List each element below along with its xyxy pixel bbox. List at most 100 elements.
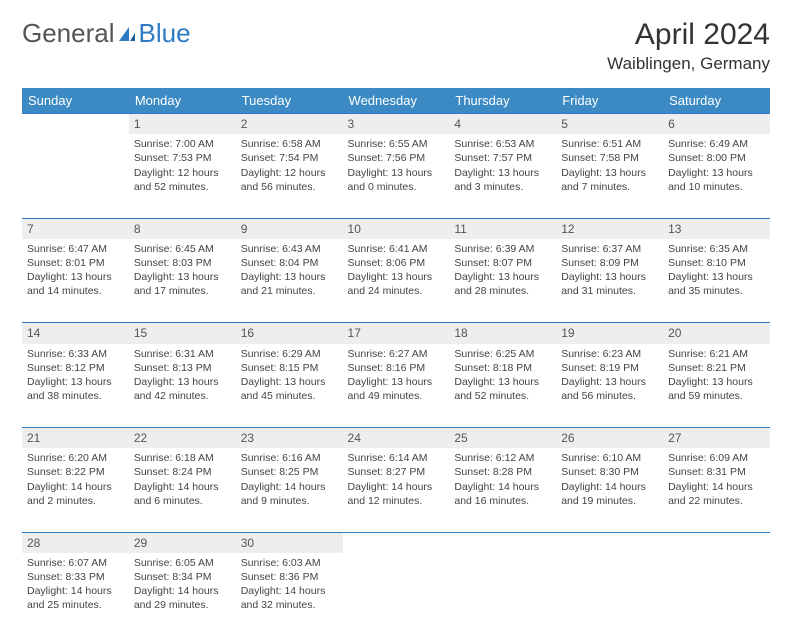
daylight-line: Daylight: 13 hours and 59 minutes. xyxy=(668,375,765,403)
logo-text-left: General xyxy=(22,18,115,49)
day-cell: Sunrise: 6:37 AMSunset: 8:09 PMDaylight:… xyxy=(556,239,663,323)
sunset-line: Sunset: 8:22 PM xyxy=(27,465,124,479)
daylight-line: Daylight: 13 hours and 0 minutes. xyxy=(348,166,445,194)
sunrise-line: Sunrise: 6:27 AM xyxy=(348,347,445,361)
day-number-cell: 10 xyxy=(343,218,450,239)
day-cell: Sunrise: 6:51 AMSunset: 7:58 PMDaylight:… xyxy=(556,134,663,218)
day-number-cell: 3 xyxy=(343,114,450,135)
daylight-line: Daylight: 13 hours and 31 minutes. xyxy=(561,270,658,298)
calendar-table: SundayMondayTuesdayWednesdayThursdayFrid… xyxy=(22,88,770,637)
day-number-cell: 28 xyxy=(22,532,129,553)
sunrise-line: Sunrise: 6:07 AM xyxy=(27,556,124,570)
day-number-cell: 9 xyxy=(236,218,343,239)
sunrise-line: Sunrise: 6:47 AM xyxy=(27,242,124,256)
day-number-cell: 2 xyxy=(236,114,343,135)
logo-text-right: Blue xyxy=(139,18,191,48)
day-number-cell: 13 xyxy=(663,218,770,239)
sunset-line: Sunset: 8:04 PM xyxy=(241,256,338,270)
daylight-line: Daylight: 13 hours and 21 minutes. xyxy=(241,270,338,298)
daylight-line: Daylight: 13 hours and 38 minutes. xyxy=(27,375,124,403)
sunset-line: Sunset: 8:09 PM xyxy=(561,256,658,270)
sunrise-line: Sunrise: 6:09 AM xyxy=(668,451,765,465)
sunrise-line: Sunrise: 6:21 AM xyxy=(668,347,765,361)
sunset-line: Sunset: 8:10 PM xyxy=(668,256,765,270)
daylight-line: Daylight: 13 hours and 10 minutes. xyxy=(668,166,765,194)
daylight-line: Daylight: 14 hours and 25 minutes. xyxy=(27,584,124,612)
weekday-header: Sunday xyxy=(22,88,129,114)
daylight-line: Daylight: 14 hours and 16 minutes. xyxy=(454,480,551,508)
day-number-cell: 7 xyxy=(22,218,129,239)
daylight-line: Daylight: 13 hours and 24 minutes. xyxy=(348,270,445,298)
daylight-line: Daylight: 14 hours and 22 minutes. xyxy=(668,480,765,508)
day-number-cell: 18 xyxy=(449,323,556,344)
sail-icon xyxy=(119,27,135,41)
daylight-line: Daylight: 12 hours and 56 minutes. xyxy=(241,166,338,194)
sunset-line: Sunset: 7:54 PM xyxy=(241,151,338,165)
daylight-line: Daylight: 13 hours and 7 minutes. xyxy=(561,166,658,194)
daylight-line: Daylight: 14 hours and 19 minutes. xyxy=(561,480,658,508)
day-cell: Sunrise: 6:49 AMSunset: 8:00 PMDaylight:… xyxy=(663,134,770,218)
weekday-header: Saturday xyxy=(663,88,770,114)
daylight-line: Daylight: 13 hours and 17 minutes. xyxy=(134,270,231,298)
calendar-body: 123456Sunrise: 7:00 AMSunset: 7:53 PMDay… xyxy=(22,114,770,637)
day-number-cell: 19 xyxy=(556,323,663,344)
day-cell: Sunrise: 6:23 AMSunset: 8:19 PMDaylight:… xyxy=(556,344,663,428)
daylight-line: Daylight: 14 hours and 6 minutes. xyxy=(134,480,231,508)
day-number-cell: 25 xyxy=(449,428,556,449)
day-cell xyxy=(22,134,129,218)
weekday-header: Monday xyxy=(129,88,236,114)
sunrise-line: Sunrise: 6:43 AM xyxy=(241,242,338,256)
title-block: April 2024 Waiblingen, Germany xyxy=(607,18,770,74)
daylight-line: Daylight: 13 hours and 28 minutes. xyxy=(454,270,551,298)
sunset-line: Sunset: 8:15 PM xyxy=(241,361,338,375)
day-cell: Sunrise: 6:39 AMSunset: 8:07 PMDaylight:… xyxy=(449,239,556,323)
day-cell: Sunrise: 6:18 AMSunset: 8:24 PMDaylight:… xyxy=(129,448,236,532)
sunset-line: Sunset: 8:30 PM xyxy=(561,465,658,479)
daylight-line: Daylight: 14 hours and 32 minutes. xyxy=(241,584,338,612)
sunset-line: Sunset: 8:12 PM xyxy=(27,361,124,375)
day-number-cell: 21 xyxy=(22,428,129,449)
sunset-line: Sunset: 8:18 PM xyxy=(454,361,551,375)
day-number-cell: 17 xyxy=(343,323,450,344)
sunrise-line: Sunrise: 6:31 AM xyxy=(134,347,231,361)
day-cell: Sunrise: 6:27 AMSunset: 8:16 PMDaylight:… xyxy=(343,344,450,428)
day-cell: Sunrise: 6:31 AMSunset: 8:13 PMDaylight:… xyxy=(129,344,236,428)
day-cell: Sunrise: 6:35 AMSunset: 8:10 PMDaylight:… xyxy=(663,239,770,323)
sunrise-line: Sunrise: 6:20 AM xyxy=(27,451,124,465)
daylight-line: Daylight: 14 hours and 9 minutes. xyxy=(241,480,338,508)
sunset-line: Sunset: 8:36 PM xyxy=(241,570,338,584)
day-cell: Sunrise: 6:16 AMSunset: 8:25 PMDaylight:… xyxy=(236,448,343,532)
day-number-cell: 30 xyxy=(236,532,343,553)
day-number-cell: 4 xyxy=(449,114,556,135)
sunset-line: Sunset: 8:07 PM xyxy=(454,256,551,270)
sunrise-line: Sunrise: 6:58 AM xyxy=(241,137,338,151)
daylight-line: Daylight: 13 hours and 45 minutes. xyxy=(241,375,338,403)
day-cell: Sunrise: 6:33 AMSunset: 8:12 PMDaylight:… xyxy=(22,344,129,428)
weekday-header-row: SundayMondayTuesdayWednesdayThursdayFrid… xyxy=(22,88,770,114)
daylight-line: Daylight: 13 hours and 49 minutes. xyxy=(348,375,445,403)
day-cell: Sunrise: 6:58 AMSunset: 7:54 PMDaylight:… xyxy=(236,134,343,218)
sunset-line: Sunset: 8:03 PM xyxy=(134,256,231,270)
day-cell: Sunrise: 6:55 AMSunset: 7:56 PMDaylight:… xyxy=(343,134,450,218)
sunset-line: Sunset: 8:27 PM xyxy=(348,465,445,479)
sunrise-line: Sunrise: 6:39 AM xyxy=(454,242,551,256)
weekday-header: Tuesday xyxy=(236,88,343,114)
sunrise-line: Sunrise: 6:41 AM xyxy=(348,242,445,256)
day-cell: Sunrise: 6:10 AMSunset: 8:30 PMDaylight:… xyxy=(556,448,663,532)
sunset-line: Sunset: 8:33 PM xyxy=(27,570,124,584)
day-number-cell: 23 xyxy=(236,428,343,449)
week-row: Sunrise: 6:20 AMSunset: 8:22 PM Daylight:… xyxy=(22,448,770,532)
daynum-row: 123456 xyxy=(22,114,770,135)
day-cell: Sunrise: 6:53 AMSunset: 7:57 PMDaylight:… xyxy=(449,134,556,218)
day-number-cell: 24 xyxy=(343,428,450,449)
sunset-line: Sunset: 7:56 PM xyxy=(348,151,445,165)
sunset-line: Sunset: 8:06 PM xyxy=(348,256,445,270)
sunrise-line: Sunrise: 6:23 AM xyxy=(561,347,658,361)
day-cell: Sunrise: 6:12 AMSunset: 8:28 PMDaylight:… xyxy=(449,448,556,532)
sunrise-line: Sunrise: 6:03 AM xyxy=(241,556,338,570)
day-number-cell: 16 xyxy=(236,323,343,344)
day-cell xyxy=(343,553,450,637)
sunset-line: Sunset: 8:31 PM xyxy=(668,465,765,479)
sunrise-line: Sunrise: 6:14 AM xyxy=(348,451,445,465)
day-cell: Sunrise: 6:09 AMSunset: 8:31 PMDaylight:… xyxy=(663,448,770,532)
